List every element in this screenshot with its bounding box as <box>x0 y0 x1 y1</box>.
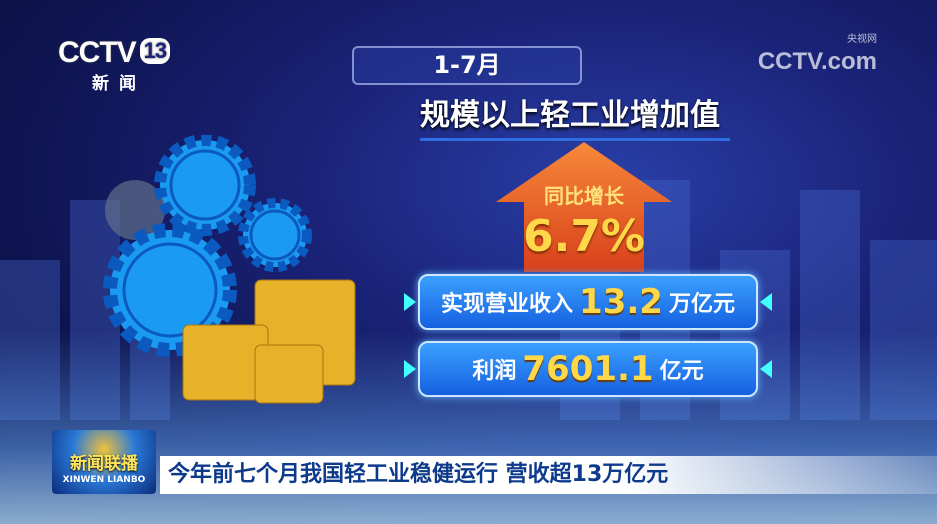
program-name-cn: 新闻联播 <box>70 454 138 474</box>
program-name-en: XINWEN LIANBO <box>62 475 146 485</box>
xinwen-lianbo-logo: 新闻联播 XINWEN LIANBO <box>52 430 156 494</box>
triangle-marker-icon <box>404 293 416 311</box>
growth-value: 6.7% <box>522 211 646 262</box>
news-caption: 今年前七个月我国轻工业稳健运行 营收超13万亿元 <box>160 456 937 494</box>
triangle-marker-icon <box>760 293 772 311</box>
title-underline <box>420 138 730 141</box>
growth-label: 同比增长 <box>544 184 624 208</box>
profit-label: 利润 <box>472 359 517 384</box>
profit-unit: 亿元 <box>659 359 704 384</box>
revenue-unit: 万亿元 <box>668 292 735 317</box>
revenue-value: 13.2 <box>579 282 663 322</box>
up-arrow-icon <box>496 142 672 272</box>
infographic-title: 规模以上轻工业增加值 <box>420 98 720 133</box>
triangle-marker-icon <box>404 360 416 378</box>
revenue-panel: 实现营业收入 13.2 万亿元 <box>418 274 758 330</box>
triangle-marker-icon <box>760 360 772 378</box>
profit-panel: 利润 7601.1 亿元 <box>418 341 758 397</box>
gears-and-coins-illustration <box>103 135 356 404</box>
profit-value: 7601.1 <box>522 349 654 389</box>
revenue-label: 实现营业收入 <box>441 292 574 317</box>
period-badge: 1-7月 <box>352 46 582 85</box>
